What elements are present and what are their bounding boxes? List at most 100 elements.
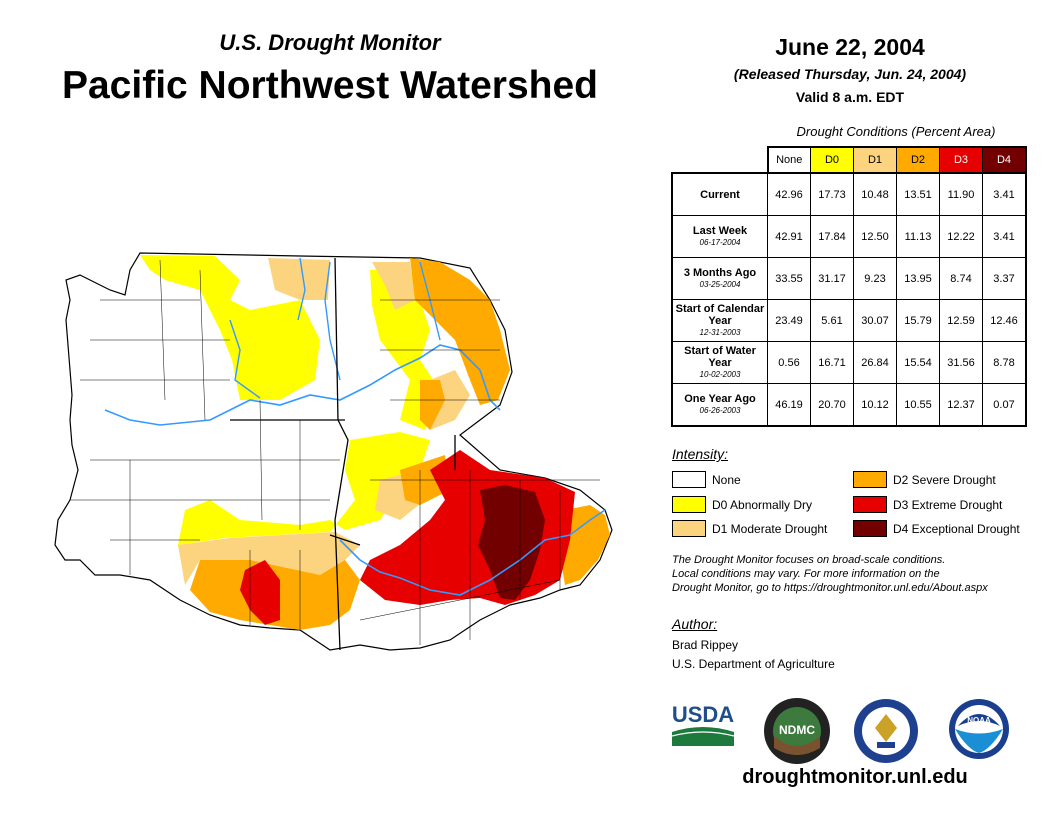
legend-label: D4 Exceptional Drought: [893, 521, 1020, 536]
disclaimer-note: The Drought Monitor focuses on broad-sca…: [672, 553, 1002, 595]
cell-value: 20.70: [810, 383, 854, 427]
cell-value: 11.90: [939, 172, 983, 216]
cell-value: 3.41: [982, 172, 1027, 216]
cell-value: 17.84: [810, 215, 854, 258]
valid-time: Valid 8 a.m. EDT: [795, 89, 905, 105]
col-header-d1: D1: [853, 146, 897, 174]
d2-area-northeast: [410, 258, 510, 405]
cell-value: 0.56: [767, 341, 811, 384]
cell-value: 13.51: [896, 172, 940, 216]
table-row: Start of Water Year 10-02-2003 0.56 16.71…: [671, 341, 1027, 384]
note-line: Drought Monitor, go to https://droughtmo…: [672, 582, 988, 594]
d2-area-east-mid: [420, 380, 445, 430]
cell-value: 0.07: [982, 383, 1027, 427]
table-caption: Drought Conditions (Percent Area): [796, 124, 996, 139]
table-row: One Year Ago 06-26-2003 46.19 20.70 10.12…: [671, 383, 1027, 427]
cell-value: 42.91: [767, 215, 811, 258]
author-name: Brad Rippey: [672, 638, 739, 652]
map-subtitle: U.S. Drought Monitor: [219, 30, 441, 55]
cell-value: 12.37: [939, 383, 983, 427]
river-columbia: [104, 344, 501, 426]
cell-value: 10.55: [896, 383, 940, 427]
col-header-d3: D3: [939, 146, 983, 174]
cell-value: 31.17: [810, 257, 854, 300]
drought-conditions-table: None D0 D1 D2 D3 D4 Current 42.96 17.73 …: [671, 146, 1027, 427]
legend-swatch: [672, 496, 706, 513]
legend-label: D0 Abnormally Dry: [712, 497, 813, 512]
legend-label: D2 Severe Drought: [893, 472, 996, 487]
d1-area-east: [372, 262, 415, 310]
cell-value: 9.23: [853, 257, 897, 300]
cell-value: 12.22: [939, 215, 983, 258]
noaa-logo-text: NOAA: [967, 716, 991, 725]
footer-url[interactable]: droughtmonitor.unl.edu: [742, 766, 968, 788]
legend-label: D1 Moderate Drought: [712, 521, 828, 536]
release-date: (Released Thursday, Jun. 24, 2004): [733, 66, 967, 82]
legend-item-d2: D2 Severe Drought: [853, 471, 996, 488]
d1-area-south: [178, 532, 360, 585]
state-boundaries: [230, 257, 456, 651]
legend-swatch: [853, 496, 887, 513]
cell-value: 30.07: [853, 299, 897, 342]
noaa-logo: NOAA: [949, 699, 1009, 759]
d4-area: [478, 485, 545, 600]
col-header-d4: D4: [982, 146, 1027, 174]
legend-item-d3: D3 Extreme Drought: [853, 496, 1002, 513]
legend-swatch: [672, 471, 706, 488]
cell-value: 15.79: [896, 299, 940, 342]
commerce-seal: [854, 699, 918, 763]
author-org: U.S. Department of Agriculture: [672, 657, 835, 671]
table-row: 3 Months Ago 03-25-2004 33.55 31.17 9.23 …: [671, 257, 1027, 300]
d1-area-north: [268, 258, 330, 300]
row-label: Last Week 06-17-2004: [671, 215, 768, 258]
cell-value: 16.71: [810, 341, 854, 384]
legend-item-d0: D0 Abnormally Dry: [672, 496, 812, 513]
cell-value: 13.95: [896, 257, 940, 300]
note-line: Local conditions may vary. For more info…: [672, 568, 940, 580]
cell-value: 8.78: [982, 341, 1027, 384]
cell-value: 8.74: [939, 257, 983, 300]
table-row: Last Week 06-17-2004 42.91 17.84 12.50 11…: [671, 215, 1027, 258]
legend-title: Intensity:: [672, 446, 729, 462]
row-label: 3 Months Ago 03-25-2004: [671, 257, 768, 300]
row-label: Current: [671, 172, 768, 216]
row-label: Start of Calendar Year 12-31-2003: [671, 299, 768, 342]
cell-value: 10.12: [853, 383, 897, 427]
legend-swatch: [853, 520, 887, 537]
col-header-d2: D2: [896, 146, 940, 174]
cell-value: 3.41: [982, 215, 1027, 258]
table-corner: [672, 147, 768, 173]
table-row: Start of Calendar Year 12-31-2003 23.49 5…: [671, 299, 1027, 342]
ndmc-logo-text: NDMC: [779, 723, 815, 737]
legend-label: None: [712, 472, 741, 487]
row-label: One Year Ago 06-26-2003: [671, 383, 768, 427]
cell-value: 42.96: [767, 172, 811, 216]
cell-value: 3.37: [982, 257, 1027, 300]
legend-item-d4: D4 Exceptional Drought: [853, 520, 1020, 537]
map-title: Pacific Northwest Watershed: [61, 64, 599, 107]
author-title: Author:: [672, 616, 718, 632]
cell-value: 46.19: [767, 383, 811, 427]
cell-value: 26.84: [853, 341, 897, 384]
legend-swatch: [672, 520, 706, 537]
cell-value: 33.55: [767, 257, 811, 300]
drought-map: [54, 252, 613, 651]
cell-value: 5.61: [810, 299, 854, 342]
legend-item-none: None: [672, 471, 741, 488]
row-label: Start of Water Year 10-02-2003: [671, 341, 768, 384]
river-upper: [229, 257, 441, 399]
cell-value: 12.50: [853, 215, 897, 258]
legend-swatch: [853, 471, 887, 488]
table-row: Current 42.96 17.73 10.48 13.51 11.90 3.…: [671, 172, 1027, 216]
cell-value: 11.13: [896, 215, 940, 258]
legend-label: D3 Extreme Drought: [893, 497, 1003, 512]
county-lines: [70, 259, 600, 645]
cell-value: 23.49: [767, 299, 811, 342]
legend-item-d1: D1 Moderate Drought: [672, 520, 827, 537]
cell-value: 15.54: [896, 341, 940, 384]
d0-area-north: [140, 255, 320, 400]
note-line: The Drought Monitor focuses on broad-sca…: [672, 554, 946, 566]
cell-value: 12.46: [982, 299, 1027, 342]
col-header-d0: D0: [810, 146, 854, 174]
ndmc-logo: NDMC: [764, 698, 830, 764]
